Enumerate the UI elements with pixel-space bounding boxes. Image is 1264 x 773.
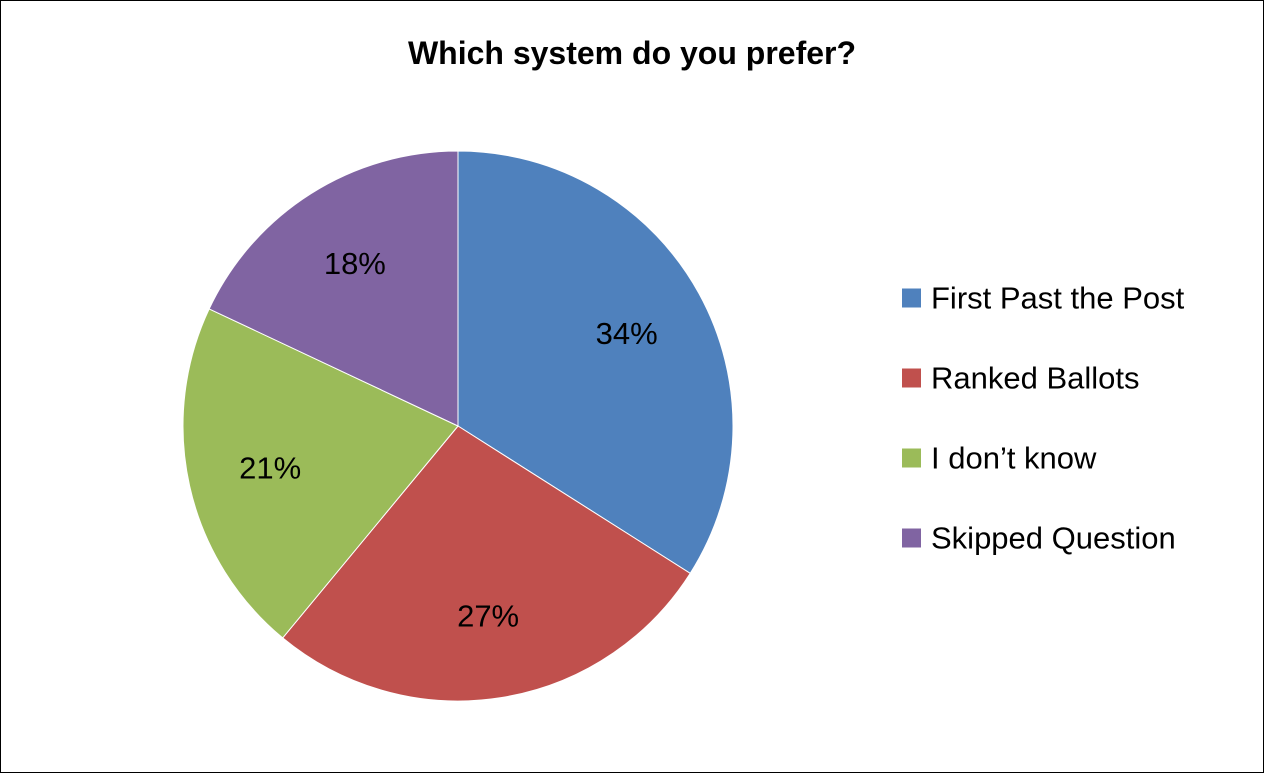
legend-label-ranked-ballots: Ranked Ballots [931,361,1140,396]
legend-label-i-don-t-know: I don’t know [931,441,1097,476]
data-label-skipped-question: 18% [324,246,386,281]
pie-slice-ranked-ballots [282,425,691,702]
data-label-ranked-ballots: 27% [457,599,519,634]
data-label-i-don-t-know: 21% [239,450,301,485]
pie-slice-first-past-the-post [457,150,734,575]
legend: First Past the Post Ranked Ballots I don’t… [902,281,1185,556]
data-label-first-past-the-post: 34% [596,316,658,351]
legend-swatch-skipped-question [902,528,921,548]
legend-label-first-past-the-post: First Past the Post [931,281,1185,316]
legend-swatch-i-don-t-know [902,448,921,468]
legend-swatch-first-past-the-post [902,288,921,308]
legend-label-skipped-question: Skipped Question [931,521,1176,556]
pie-slice-skipped-question [208,150,459,427]
pie-slices [182,150,734,702]
pie-slice-i-don-t-know [182,308,459,639]
pie-data-labels: 34% 27% 21% 18% [239,246,658,634]
legend-swatch-ranked-ballots [902,368,921,388]
chart-title: Which system do you prefer? [408,35,856,71]
